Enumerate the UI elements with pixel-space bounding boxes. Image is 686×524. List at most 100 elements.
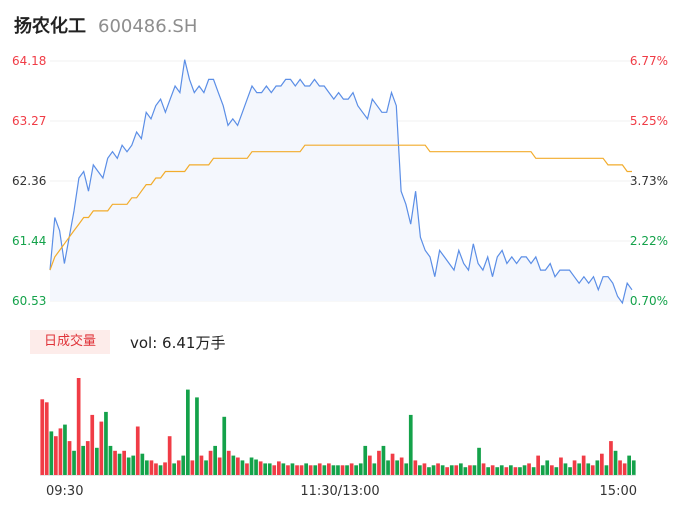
volume-bar bbox=[67, 441, 72, 475]
volume-bar bbox=[131, 455, 136, 475]
price-axis-tick: 62.36 bbox=[12, 174, 46, 188]
volume-bar bbox=[418, 465, 422, 475]
percent-axis-tick: 0.70% bbox=[630, 294, 668, 308]
percent-axis-tick: 2.22% bbox=[630, 234, 668, 248]
volume-bar bbox=[217, 457, 222, 475]
volume-bar bbox=[358, 463, 363, 475]
price-axis-tick: 63.27 bbox=[12, 114, 46, 128]
volume-bar bbox=[254, 459, 258, 475]
volume-bar bbox=[140, 453, 145, 475]
volume-bar bbox=[308, 465, 313, 475]
volume-bar bbox=[240, 460, 245, 475]
volume-bar bbox=[454, 465, 459, 475]
volume-bar bbox=[122, 450, 126, 476]
volume-bar bbox=[399, 457, 404, 475]
volume-bar bbox=[263, 463, 267, 475]
volume-bar bbox=[72, 450, 76, 476]
volume-bar bbox=[117, 453, 122, 475]
volume-bar bbox=[236, 457, 240, 475]
percent-axis-tick: 3.73% bbox=[630, 174, 668, 188]
volume-bar bbox=[554, 467, 559, 475]
volume-bar bbox=[154, 463, 158, 475]
volume-bar bbox=[581, 455, 586, 475]
stock-name: 扬农化工 bbox=[14, 16, 86, 37]
daily-volume-badge[interactable]: 日成交量 bbox=[30, 330, 110, 354]
volume-bar bbox=[304, 463, 308, 475]
volume-bar bbox=[436, 463, 440, 475]
volume-bar bbox=[413, 460, 418, 475]
volume-bar bbox=[427, 467, 431, 475]
time-axis-tick: 11:30/13:00 bbox=[300, 484, 379, 499]
volume-bar bbox=[527, 463, 531, 475]
price-axis-tick: 61.44 bbox=[12, 234, 46, 248]
volume-bar bbox=[204, 460, 208, 475]
volume-bar bbox=[349, 463, 354, 475]
volume-bar bbox=[149, 460, 154, 475]
time-axis-tick: 09:30 bbox=[46, 484, 83, 499]
volume-bar bbox=[381, 445, 386, 475]
volume-bar bbox=[604, 465, 609, 475]
volume-bar bbox=[40, 399, 45, 475]
volume-bar bbox=[595, 460, 600, 475]
volume-bar bbox=[513, 467, 518, 475]
volume-bar bbox=[499, 465, 504, 475]
volume-bar bbox=[586, 463, 591, 475]
volume-bar bbox=[272, 465, 277, 475]
volume-bar bbox=[195, 397, 199, 475]
volume-bar bbox=[277, 461, 281, 475]
average-price-line bbox=[49, 144, 632, 271]
stock-code: 600486.SH bbox=[98, 16, 198, 37]
volume-bar bbox=[431, 465, 436, 475]
volume-bar bbox=[63, 424, 67, 475]
volume-bar bbox=[395, 460, 399, 475]
volume-bar bbox=[445, 467, 449, 475]
volume-bar bbox=[145, 460, 149, 475]
volume-bar bbox=[85, 441, 90, 475]
volume-bar bbox=[600, 453, 604, 475]
volume-bar bbox=[563, 463, 568, 475]
volume-bar bbox=[568, 467, 572, 475]
volume-bar bbox=[331, 465, 336, 475]
volume-bar bbox=[208, 450, 213, 476]
price-line bbox=[49, 59, 633, 305]
volume-bar bbox=[199, 455, 204, 475]
volume-bar bbox=[167, 436, 172, 475]
volume-bar bbox=[468, 465, 472, 475]
price-axis-tick: 64.18 bbox=[12, 54, 46, 68]
volume-bar bbox=[372, 463, 377, 475]
volume-bar bbox=[222, 416, 227, 475]
volume-bar bbox=[627, 455, 631, 475]
volume-bar bbox=[540, 465, 545, 475]
volume-bar bbox=[377, 450, 381, 476]
percent-axis-tick: 5.25% bbox=[630, 114, 668, 128]
volume-bar bbox=[550, 465, 554, 475]
volume-bar bbox=[590, 465, 595, 475]
volume-bar bbox=[609, 441, 613, 475]
volume-value: vol: 6.41万手 bbox=[130, 334, 226, 352]
volume-bar bbox=[99, 421, 104, 475]
volume-bar bbox=[58, 428, 63, 475]
volume-bar bbox=[172, 463, 176, 475]
volume-bar bbox=[245, 463, 249, 475]
volume-bar bbox=[322, 465, 327, 475]
volume-bar bbox=[213, 445, 217, 475]
volume-bar bbox=[531, 467, 536, 475]
volume-bar bbox=[281, 463, 286, 475]
volume-bar bbox=[108, 445, 113, 475]
stock-header: 扬农化工 600486.SH bbox=[14, 12, 197, 38]
volume-bar bbox=[618, 460, 622, 475]
volume-bar bbox=[622, 463, 627, 475]
volume-bar bbox=[95, 447, 99, 475]
volume-bar bbox=[90, 414, 95, 475]
volume-bar bbox=[390, 453, 395, 475]
volume-bar bbox=[186, 389, 190, 475]
volume-bar bbox=[163, 462, 167, 475]
volume-bar bbox=[477, 447, 481, 475]
volume-bar bbox=[290, 463, 295, 475]
volume-bar bbox=[44, 402, 49, 476]
volume-bar bbox=[54, 436, 58, 475]
volume-bar bbox=[176, 460, 181, 475]
volume-bar bbox=[559, 457, 563, 475]
volume-bar bbox=[76, 378, 81, 475]
